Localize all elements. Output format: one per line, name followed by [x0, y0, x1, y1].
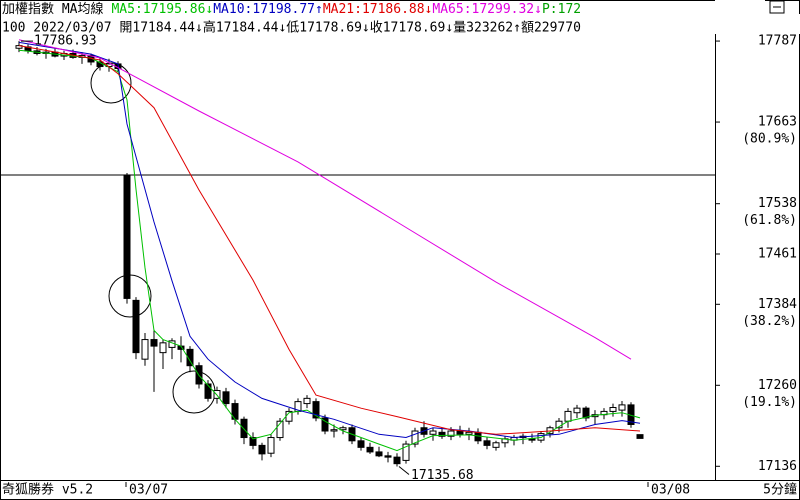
low-annotation: 17135.68	[411, 468, 474, 483]
candle-body	[123, 174, 131, 299]
ma-line	[18, 45, 641, 435]
candle-body	[483, 440, 491, 446]
ma-line	[18, 39, 632, 360]
high-annotation: 17786.93	[34, 34, 97, 49]
legend-entry: MA5:17195.86↓	[111, 2, 213, 17]
y-tick-label: 17260	[758, 378, 797, 393]
brand: 奇狐勝券 v5.2	[2, 482, 93, 498]
candle-body	[456, 430, 464, 435]
candle-body	[258, 444, 266, 455]
legend-entry: MA21:17186.88↓	[323, 2, 433, 17]
candle-body	[609, 406, 617, 412]
candle-body	[132, 299, 140, 354]
candle-body	[276, 420, 284, 439]
candle-body	[492, 442, 500, 448]
chart-title: 加權指數 MA均線	[2, 1, 103, 17]
candle-body	[618, 404, 626, 411]
y-tick-label: 17538	[758, 196, 797, 211]
legend-entry: MA10:17198.77↑	[213, 2, 323, 17]
fib-label: (19.1%)	[742, 395, 797, 410]
candle-body	[465, 431, 473, 435]
fib-label: (61.8%)	[742, 213, 797, 228]
candle-body	[402, 443, 410, 461]
candle-body	[393, 456, 401, 465]
indicator: P:172	[542, 2, 581, 17]
candle-body	[204, 383, 212, 399]
candle-body	[330, 429, 338, 432]
candle-body	[303, 397, 311, 405]
candle-body	[159, 342, 167, 354]
candle-body	[339, 427, 347, 431]
candle-body	[573, 407, 581, 414]
y-tick-label: 17136	[758, 459, 797, 474]
annotation-leader	[398, 466, 410, 475]
candle-body	[186, 348, 194, 367]
ma-line	[18, 49, 641, 452]
ma-line	[18, 41, 641, 439]
info-line: 100 2022/03/07 開17184.44↓高17184.44↓低1717…	[2, 20, 581, 36]
highlight-circle	[90, 62, 132, 104]
candle-body	[366, 446, 374, 453]
x-tick-label: 03/07	[129, 483, 168, 498]
candle-body	[357, 440, 365, 448]
candle-body	[222, 391, 230, 405]
header-mask	[715, 14, 800, 34]
period: 5分鐘	[763, 482, 797, 498]
candle-body	[429, 430, 437, 435]
candle-body	[447, 430, 455, 437]
x-tick-label: 03/08	[651, 483, 690, 498]
candle-body	[375, 451, 383, 457]
candle-body	[411, 430, 419, 445]
candle-body	[384, 455, 392, 458]
fib-label: (80.9%)	[742, 132, 797, 147]
candle-body	[537, 433, 545, 441]
y-tick-label: 17663	[758, 115, 797, 130]
candle-body	[141, 339, 149, 360]
header-line: 加權指數 MA均線 MA5:17195.86↓MA10:17198.77↑MA21…	[2, 1, 581, 17]
candle-body	[249, 437, 257, 446]
y-tick-label: 17461	[758, 247, 797, 262]
y-tick-label: 17787	[758, 34, 797, 49]
candle-body	[438, 431, 446, 437]
candle-body	[582, 407, 590, 419]
candle-body	[312, 401, 320, 419]
candle-body	[564, 410, 572, 422]
header-mask	[715, 0, 765, 16]
legend-entry: MA65:17299.32↓	[432, 2, 542, 17]
candle-body	[321, 417, 329, 432]
candle-body	[267, 437, 275, 454]
fib-label: (38.2%)	[742, 314, 797, 329]
candle-body	[636, 434, 644, 439]
candle-body	[150, 339, 158, 347]
y-tick-label: 17384	[758, 297, 797, 312]
